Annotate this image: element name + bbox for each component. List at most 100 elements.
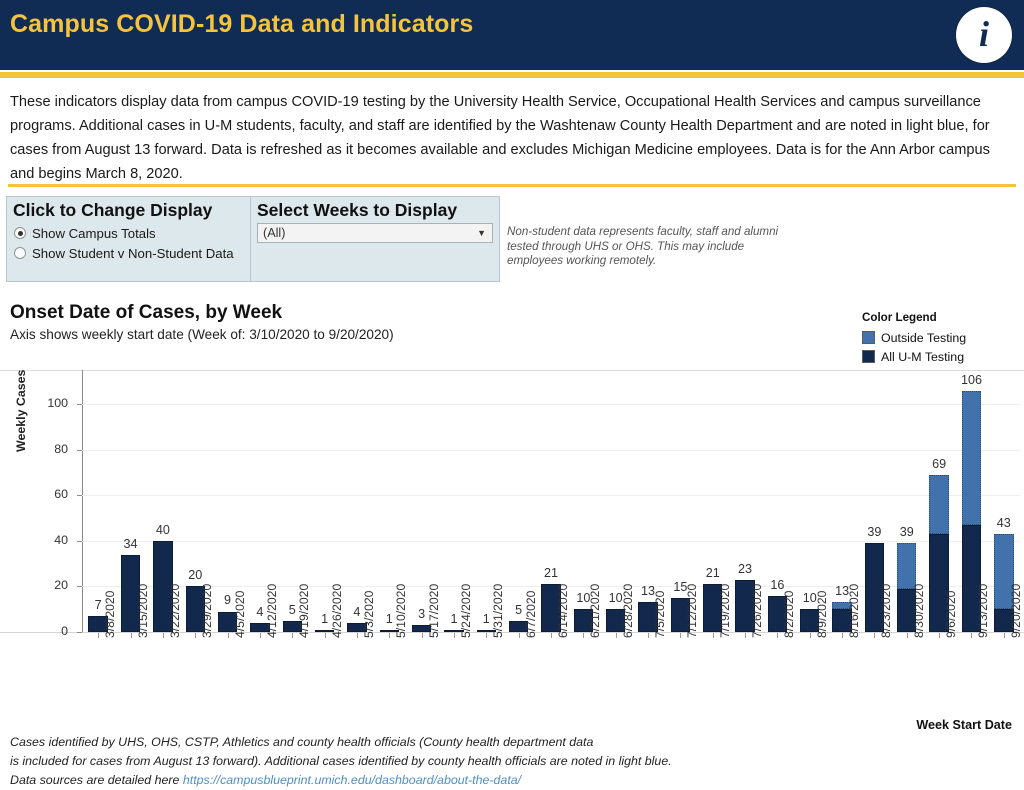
chart-bar-value-label: 34 [123, 536, 138, 551]
chart-bar[interactable] [250, 622, 270, 632]
x-axis-tick-mark [971, 633, 973, 638]
chart-bar[interactable] [800, 609, 820, 632]
chart-bar[interactable] [735, 579, 755, 632]
chart-bar[interactable] [767, 595, 788, 632]
chart-legend: Color Legend Outside Testing All U-M Tes… [862, 311, 1022, 366]
page-title: Campus COVID-19 Data and Indicators [10, 10, 474, 38]
weeks-panel-title: Select Weeks to Display [257, 200, 458, 220]
footer-line-1: Cases identified by UHS, OHS, CSTP, Athl… [10, 735, 594, 749]
chart-bar[interactable] [88, 616, 108, 632]
header-gold-rule [0, 72, 1024, 78]
legend-swatch-outside-testing [862, 331, 875, 344]
legend-item-outside-testing[interactable]: Outside Testing [862, 328, 1022, 347]
about-the-data-link[interactable]: https://campusblueprint.umich.edu/dashbo… [182, 773, 522, 787]
chart-bar[interactable] [832, 602, 852, 632]
chart-bar[interactable] [703, 584, 723, 632]
chart-bar-segment-um-testing [347, 622, 367, 632]
chart-bar-value-label: 5 [515, 602, 523, 617]
x-axis-tick-label: 8/16/2020 [847, 583, 862, 638]
chart-bar-value-label: 39 [867, 525, 882, 540]
radio-student-vs-nonstudent-label: Show Student v Non-Student Data [32, 245, 234, 261]
chart-bar-value-label: 13 [835, 584, 850, 599]
chart-bar-segment-um-testing [541, 584, 561, 632]
chart-bar-segment-um-testing [282, 620, 302, 632]
chart-bar-segment-um-testing [961, 524, 982, 632]
chart-bar[interactable] [638, 602, 658, 632]
chart-bars-container [82, 370, 1020, 633]
chart-bar-segment-um-testing [670, 597, 691, 632]
chart-bar[interactable] [670, 597, 691, 632]
chart-bar-value-label: 10 [802, 591, 817, 606]
chart-bar-segment-um-testing [864, 543, 885, 632]
x-axis-tick-mark [745, 633, 747, 638]
x-axis-tick-mark [162, 633, 164, 638]
x-axis-tick-mark [777, 633, 779, 638]
chart-bar-segment-um-testing [508, 620, 529, 632]
chart-bar[interactable] [897, 543, 917, 632]
chart-bar-segment-um-testing [929, 534, 949, 632]
x-axis-tick-mark [486, 633, 488, 638]
chart-bar-value-label: 1 [450, 611, 458, 626]
chart-bar-segment-outside-testing [832, 602, 852, 610]
chart-bar-segment-um-testing [217, 611, 238, 632]
chart-bar-value-label: 69 [932, 456, 947, 471]
chart-bar-segment-um-testing [444, 629, 464, 632]
chart-bar[interactable] [379, 629, 399, 632]
y-axis-tick-label: 80 [54, 441, 68, 456]
intro-divider [8, 184, 1016, 187]
weeks-select-value: (All) [263, 226, 286, 240]
chart-bar-value-label: 4 [256, 604, 264, 619]
x-axis-tick-label: 8/23/2020 [879, 583, 894, 638]
radio-student-vs-nonstudent[interactable]: Show Student v Non-Student Data [14, 243, 250, 263]
x-axis-tick-mark [292, 633, 294, 638]
chart-bar[interactable] [929, 474, 949, 632]
chart-bar[interactable] [314, 629, 335, 632]
legend-item-um-testing[interactable]: All U-M Testing [862, 347, 1022, 366]
chart-bar-value-label: 9 [224, 593, 232, 608]
chart-bar[interactable] [476, 629, 496, 632]
chart-bar[interactable] [411, 625, 432, 632]
controls-row: Click to Change Display Show Campus Tota… [6, 196, 1018, 284]
chart-bar[interactable] [444, 629, 464, 632]
chart-bar-segment-um-testing [605, 609, 626, 632]
chart-bar[interactable] [153, 540, 173, 632]
x-axis-tick-label: 3/15/2020 [135, 583, 150, 638]
chart-bar[interactable] [508, 620, 529, 632]
chart-bar-value-label: 15 [673, 579, 688, 594]
chart-bar[interactable] [217, 611, 238, 632]
radio-unselected-icon [14, 247, 26, 259]
chart-bar[interactable] [282, 620, 302, 632]
chart-bar-value-label: 1 [385, 611, 393, 626]
x-axis-tick-label: 3/8/2020 [103, 590, 118, 638]
x-axis-tick-label: 9/20/2020 [1008, 583, 1023, 638]
radio-campus-totals[interactable]: Show Campus Totals [14, 223, 250, 243]
chart-bar-value-label: 10 [608, 591, 623, 606]
chart-bar[interactable] [994, 534, 1014, 632]
weeks-filter-panel: Select Weeks to Display (All) ▼ [250, 196, 500, 282]
x-axis-tick-mark [453, 633, 455, 638]
chart-bar[interactable] [347, 622, 367, 632]
weeks-select-dropdown[interactable]: (All) ▼ [257, 223, 493, 243]
x-axis-tick-mark [389, 633, 391, 638]
x-axis-tick-label: 9/13/2020 [976, 583, 991, 638]
x-axis-tick-mark [195, 633, 197, 638]
chart-subtitle: Axis shows weekly start date (Week of: 3… [10, 327, 394, 342]
chart-bar[interactable] [120, 554, 141, 632]
chart-bar[interactable] [605, 609, 626, 632]
chart-bar[interactable] [185, 586, 205, 632]
x-axis-tick-label: 7/5/2020 [653, 590, 668, 638]
x-axis-title: Week Start Date [916, 718, 1012, 732]
y-axis-tick-mark [77, 449, 82, 451]
chart-bar[interactable] [573, 609, 594, 632]
info-icon[interactable]: i [956, 7, 1012, 63]
chart-bar-value-label: 40 [155, 522, 170, 537]
chart-bar[interactable] [864, 543, 885, 632]
chart-bar-value-label: 10 [576, 591, 591, 606]
chart-bar-segment-um-testing [735, 579, 755, 632]
chart-bar[interactable] [961, 390, 982, 632]
chart-bar-segment-outside-testing [929, 474, 949, 535]
chart-bar[interactable] [541, 584, 561, 632]
display-panel-title: Click to Change Display [13, 200, 213, 220]
x-axis-tick-label: 8/30/2020 [911, 583, 926, 638]
y-axis-tick-mark [77, 495, 82, 497]
